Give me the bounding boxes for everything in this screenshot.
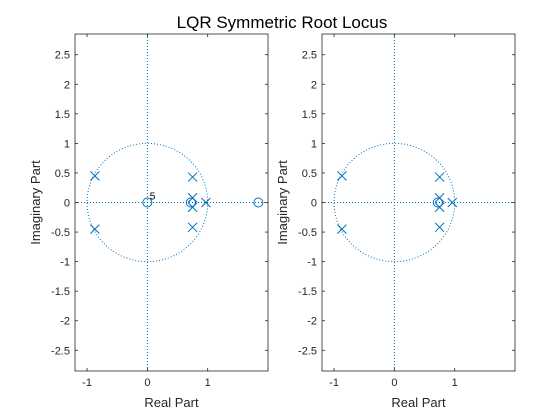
pole-marker xyxy=(201,197,211,208)
pole-marker xyxy=(447,197,458,208)
y-tick-label: -2 xyxy=(307,316,317,328)
left-plot: -1 0 1 -2.5 -2 -1.5 -1 -0.5 0 0.5 1 1.5 2 2.5 Real Par… xyxy=(28,33,269,410)
x-tick-label: 0 xyxy=(144,377,150,389)
zero-marker xyxy=(142,197,153,208)
multiplicity-label: 5 xyxy=(150,192,156,203)
y-tick-label: -1 xyxy=(60,257,70,269)
zero-marker xyxy=(253,197,264,208)
x-tick-label: 1 xyxy=(205,377,211,389)
pole-marker xyxy=(187,222,198,233)
y-tick-label: -1.5 xyxy=(51,286,70,298)
unit-circle xyxy=(333,142,456,263)
y-tick-label: -1.5 xyxy=(298,286,317,298)
figure-title: LQR Symmetric Root Locus xyxy=(177,13,388,32)
y-tick-label: 1.5 xyxy=(302,109,317,121)
pole-marker xyxy=(434,172,445,182)
pole-marker xyxy=(187,202,198,213)
y-tick-label: -2.5 xyxy=(298,345,317,357)
pole-marker xyxy=(434,192,445,203)
x-tick-label: 0 xyxy=(391,377,397,389)
y-tick-label: 2.5 xyxy=(55,50,70,62)
y-tick-label: -1 xyxy=(307,257,317,269)
zero-marker xyxy=(185,197,196,208)
y-tick-label: 2 xyxy=(311,79,317,91)
pole-marker xyxy=(90,224,100,234)
pole-marker xyxy=(337,171,347,181)
y-tick-label: 0.5 xyxy=(55,168,70,180)
x-axis-label: Real Part xyxy=(144,395,199,410)
right-plot: -1 0 1 -2.5 -2 -1.5 -1 -0.5 0 0.5 1 1.5 2 2.5 Real Par… xyxy=(275,33,516,410)
pole-marker xyxy=(434,222,445,233)
y-tick-label: -0.5 xyxy=(298,227,317,239)
y-tick-label: 0.5 xyxy=(302,168,317,180)
x-axis-label: Real Part xyxy=(391,395,446,410)
y-tick-label: 0 xyxy=(64,198,70,210)
x-tick-label: 1 xyxy=(452,377,458,389)
x-tick-label: -1 xyxy=(82,377,92,389)
x-tick-label: -1 xyxy=(329,377,339,389)
y-tick-label: -2 xyxy=(60,316,70,328)
pole-marker xyxy=(187,172,198,182)
y-tick-label: 2 xyxy=(64,79,70,91)
y-axis-label: Imaginary Part xyxy=(28,160,43,245)
pole-marker xyxy=(434,202,445,213)
y-tick-label: 1 xyxy=(311,138,317,150)
y-tick-label: 2.5 xyxy=(302,50,317,62)
zero-marker xyxy=(432,197,443,208)
unit-circle xyxy=(86,142,209,263)
y-tick-label: -0.5 xyxy=(51,227,70,239)
pole-marker xyxy=(337,224,347,234)
y-axis-label: Imaginary Part xyxy=(275,160,290,245)
pole-marker xyxy=(187,192,198,203)
y-tick-label: -2.5 xyxy=(51,345,70,357)
y-tick-label: 0 xyxy=(311,198,317,210)
pole-marker xyxy=(90,171,100,181)
y-tick-label: 1.5 xyxy=(55,109,70,121)
y-tick-label: 1 xyxy=(64,138,70,150)
